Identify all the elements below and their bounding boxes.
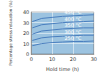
svg-text:30: 30 (91, 56, 97, 62)
svg-text:350 °C: 350 °C (64, 22, 82, 28)
svg-text:30: 30 (23, 20, 29, 26)
svg-text:250 °C: 250 °C (64, 35, 82, 41)
svg-text:Percentage stress relaxation (: Percentage stress relaxation (%) (8, 0, 13, 66)
svg-text:0: 0 (26, 51, 30, 58)
svg-text:10: 10 (23, 41, 29, 47)
svg-text:450 °C: 450 °C (64, 9, 82, 15)
svg-text:0: 0 (30, 56, 33, 62)
svg-text:400 °C: 400 °C (64, 16, 82, 22)
svg-text:300 °C: 300 °C (64, 29, 82, 36)
svg-text:40: 40 (23, 9, 29, 15)
svg-text:20: 20 (70, 56, 76, 62)
svg-text:Hold time (h): Hold time (h) (46, 66, 79, 72)
svg-text:20: 20 (23, 30, 29, 36)
svg-text:10: 10 (49, 56, 55, 62)
